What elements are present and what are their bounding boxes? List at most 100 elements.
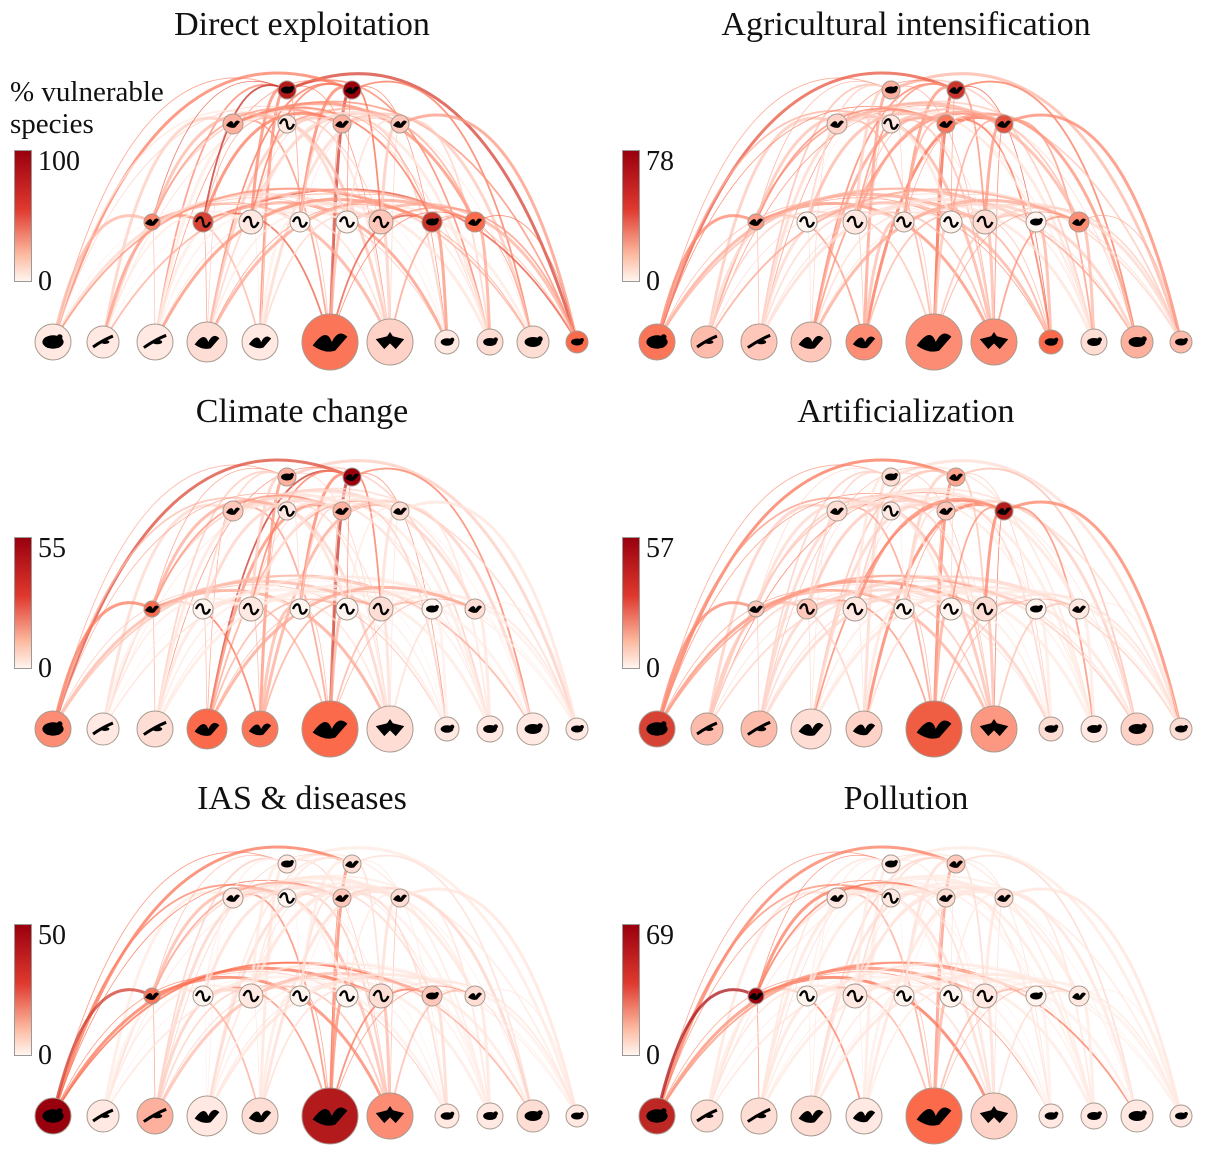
trophic-link bbox=[993, 122, 1005, 343]
nodes bbox=[638, 854, 1193, 1145]
legend-max-value: 55 bbox=[38, 533, 66, 564]
eagle-icon bbox=[345, 86, 359, 94]
node-rabbit bbox=[565, 1104, 589, 1128]
trophic-link bbox=[810, 985, 952, 1117]
legend-max-value: 69 bbox=[646, 920, 674, 951]
marten-icon bbox=[426, 991, 439, 1000]
snake-icon bbox=[372, 602, 390, 616]
trophic-link bbox=[259, 987, 382, 1117]
wolf-icon bbox=[885, 85, 898, 94]
trophic-link bbox=[201, 885, 343, 997]
snake-icon bbox=[976, 602, 994, 616]
legend-max-value: 100 bbox=[38, 146, 80, 177]
snake-icon bbox=[882, 118, 900, 130]
node-hawk bbox=[826, 500, 848, 522]
owl-icon bbox=[997, 894, 1011, 902]
node-snake bbox=[289, 985, 311, 1007]
node-snake bbox=[893, 985, 915, 1007]
node-shrew bbox=[516, 1099, 550, 1133]
node-lizard bbox=[86, 325, 120, 359]
trophic-link bbox=[1078, 215, 1182, 343]
trophic-link bbox=[52, 883, 288, 1117]
node-partridge bbox=[241, 710, 279, 748]
node-snake bbox=[881, 501, 901, 521]
eagle-icon bbox=[949, 473, 963, 481]
bat-icon bbox=[979, 719, 1009, 737]
node-marten bbox=[421, 598, 443, 620]
node-lizard bbox=[86, 712, 120, 746]
trophic-link bbox=[154, 598, 301, 730]
trophic-link bbox=[706, 496, 947, 730]
snake-icon bbox=[291, 603, 309, 615]
node-falcon bbox=[936, 114, 956, 134]
trophic-link bbox=[890, 85, 995, 343]
node-shrew bbox=[1120, 712, 1154, 746]
node-kite bbox=[1068, 211, 1090, 233]
trophic-link bbox=[984, 980, 1182, 1117]
trophic-link bbox=[655, 601, 757, 730]
trophic-link bbox=[286, 859, 391, 1117]
trophic-link bbox=[51, 988, 153, 1117]
node-crow bbox=[747, 987, 765, 1005]
kite-icon bbox=[468, 605, 482, 613]
trophic-link bbox=[655, 579, 986, 730]
trophic-link bbox=[655, 192, 986, 343]
trophic-link bbox=[933, 211, 1080, 343]
snake-icon bbox=[882, 505, 900, 517]
node-hawk bbox=[222, 113, 244, 135]
node-lizard bbox=[740, 323, 778, 361]
node-lizard bbox=[740, 1097, 778, 1135]
lizard-icon bbox=[696, 721, 718, 736]
trophic-link bbox=[389, 122, 401, 343]
trophic-link bbox=[1035, 602, 1138, 730]
bat-icon bbox=[979, 1106, 1009, 1124]
trophic-link bbox=[705, 116, 838, 343]
node-owl bbox=[994, 501, 1014, 521]
trophic-link bbox=[853, 884, 1005, 997]
snake-icon bbox=[846, 602, 864, 616]
trophic-link bbox=[1035, 989, 1138, 1117]
marten-icon bbox=[1030, 217, 1043, 226]
hawk-icon bbox=[830, 894, 844, 902]
node-hedgehog bbox=[434, 716, 460, 742]
links bbox=[655, 458, 1183, 730]
node-lizard bbox=[690, 712, 724, 746]
falcon-icon bbox=[335, 507, 349, 515]
trophic-link bbox=[805, 111, 947, 223]
snake-icon bbox=[291, 216, 309, 228]
node-partridge bbox=[241, 323, 279, 361]
trophic-link bbox=[102, 109, 343, 343]
colorbar bbox=[622, 537, 640, 669]
trophic-link bbox=[890, 859, 995, 1117]
node-kite bbox=[464, 598, 486, 620]
colorbar bbox=[14, 924, 32, 1056]
wolf-icon bbox=[885, 859, 898, 868]
trophic-link bbox=[51, 192, 382, 343]
trophic-link bbox=[810, 211, 952, 343]
eagle-icon bbox=[949, 860, 963, 868]
trophic-link bbox=[656, 109, 892, 343]
snake-icon bbox=[242, 989, 260, 1003]
node-songbird bbox=[186, 708, 228, 750]
node-rabbit bbox=[565, 330, 589, 354]
legend-min-value: 0 bbox=[646, 1040, 660, 1071]
node-frog bbox=[34, 323, 72, 361]
trophic-link bbox=[202, 84, 288, 223]
lizard-icon bbox=[696, 334, 718, 349]
trophic-link bbox=[154, 985, 301, 1117]
node-snake bbox=[893, 598, 915, 620]
trophic-link bbox=[52, 187, 433, 343]
food-web-network bbox=[34, 845, 589, 1145]
trophic-link bbox=[346, 989, 448, 1117]
trophic-link bbox=[431, 602, 534, 730]
food-web-network bbox=[638, 845, 1193, 1145]
lizard-icon bbox=[92, 334, 114, 349]
trophic-link bbox=[1003, 887, 1183, 1117]
legend-min-value: 0 bbox=[38, 653, 52, 684]
node-partridge bbox=[845, 323, 883, 361]
songbird-icon bbox=[798, 1109, 824, 1123]
node-snake bbox=[881, 888, 901, 908]
trophic-link bbox=[205, 198, 476, 343]
trophic-link bbox=[389, 896, 401, 1117]
node-shrew bbox=[516, 325, 550, 359]
